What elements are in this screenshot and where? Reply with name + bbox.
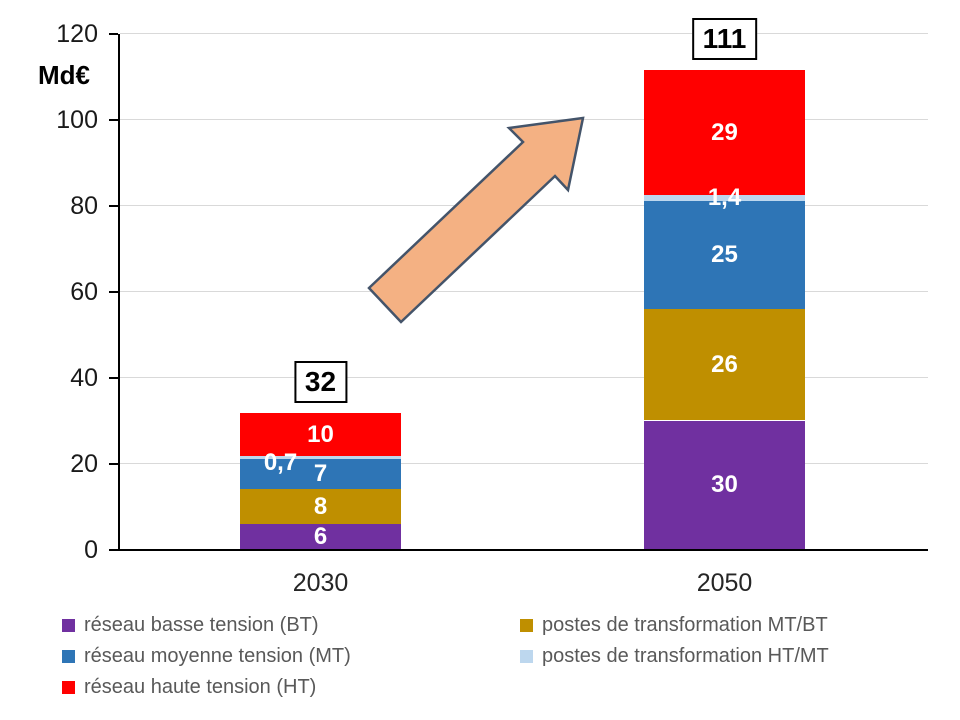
bar-segment [240, 413, 401, 457]
y-axis-tick-label: 40 [70, 363, 98, 392]
gridline [120, 290, 928, 293]
bar-segment-value: 25 [711, 240, 738, 268]
y-axis-tick-label: 80 [70, 191, 98, 220]
legend-item: postes de transformation MT/BT [520, 610, 829, 641]
total-callout: 111 [691, 18, 758, 61]
y-axis-tick-label: 0 [84, 535, 98, 564]
y-axis-tick-label: 20 [70, 449, 98, 478]
legend-item-label: postes de transformation MT/BT [542, 614, 828, 636]
legend-swatch-icon [62, 650, 75, 663]
legend-swatch-icon [520, 650, 533, 663]
x-axis-category-label: 2030 [292, 569, 349, 597]
bar-segment-value: 10 [307, 420, 334, 448]
bar-segment [644, 420, 805, 550]
total-callout: 32 [293, 361, 348, 404]
bar-segment [644, 201, 805, 309]
x-axis-category-label: 2050 [696, 569, 753, 597]
bar-segment-value: 30 [711, 471, 738, 498]
legend-swatch-icon [62, 619, 75, 632]
bar-segment [240, 523, 401, 550]
legend-item: postes de transformation HT/MT [520, 641, 829, 672]
y-axis-tick [109, 32, 118, 35]
bar-segment-value: 8 [313, 492, 328, 520]
y-axis-tick [109, 204, 118, 207]
bar-segment [644, 70, 805, 196]
gridline [120, 462, 928, 465]
y-axis-tick [109, 118, 118, 121]
y-axis-tick-label: 120 [56, 19, 98, 48]
bar-segment-value: 6 [313, 522, 328, 550]
legend-item: réseau moyenne tension (MT) [62, 641, 351, 672]
gridline [120, 118, 928, 121]
bar-segment-value: 0,7 [263, 448, 298, 476]
legend-item: réseau basse tension (BT) [62, 610, 351, 641]
y-axis-tick [109, 462, 118, 465]
y-axis-line [117, 33, 120, 551]
legend-item: réseau haute tension (HT) [62, 672, 351, 703]
legend-item-label: réseau moyenne tension (MT) [84, 645, 351, 667]
legend-item-label: postes de transformation HT/MT [542, 645, 829, 667]
legend-swatch-icon [520, 619, 533, 632]
gridline [120, 204, 928, 207]
y-axis-tick [109, 290, 118, 293]
legend-item-label: réseau basse tension (BT) [84, 614, 319, 636]
bar-segment-value: 29 [711, 118, 738, 146]
gridline [120, 376, 928, 379]
legend-swatch-icon [62, 681, 75, 694]
gridline [120, 32, 928, 35]
bar-segment [644, 308, 805, 421]
legend-column: postes de transformation MT/BT postes de … [520, 610, 829, 672]
legend-item-label: réseau haute tension (HT) [84, 676, 317, 698]
bar-segment-value: 7 [313, 460, 328, 488]
bar-segment [240, 489, 401, 524]
bar-segment-value: 1,4 [707, 184, 742, 212]
y-axis-tick [109, 376, 118, 379]
y-axis-tick [109, 548, 118, 551]
y-axis-tick-label: 100 [56, 105, 98, 134]
bar-segment [240, 459, 401, 490]
y-axis-unit-label: Md€ [38, 60, 90, 90]
y-axis-tick-label: 60 [70, 277, 98, 306]
bar-segment [240, 456, 401, 460]
bar-segment [644, 195, 805, 202]
x-axis-line [117, 548, 928, 551]
legend-column: réseau basse tension (BT) réseau moyenne … [62, 610, 351, 703]
bar-segment-value: 26 [711, 350, 738, 378]
